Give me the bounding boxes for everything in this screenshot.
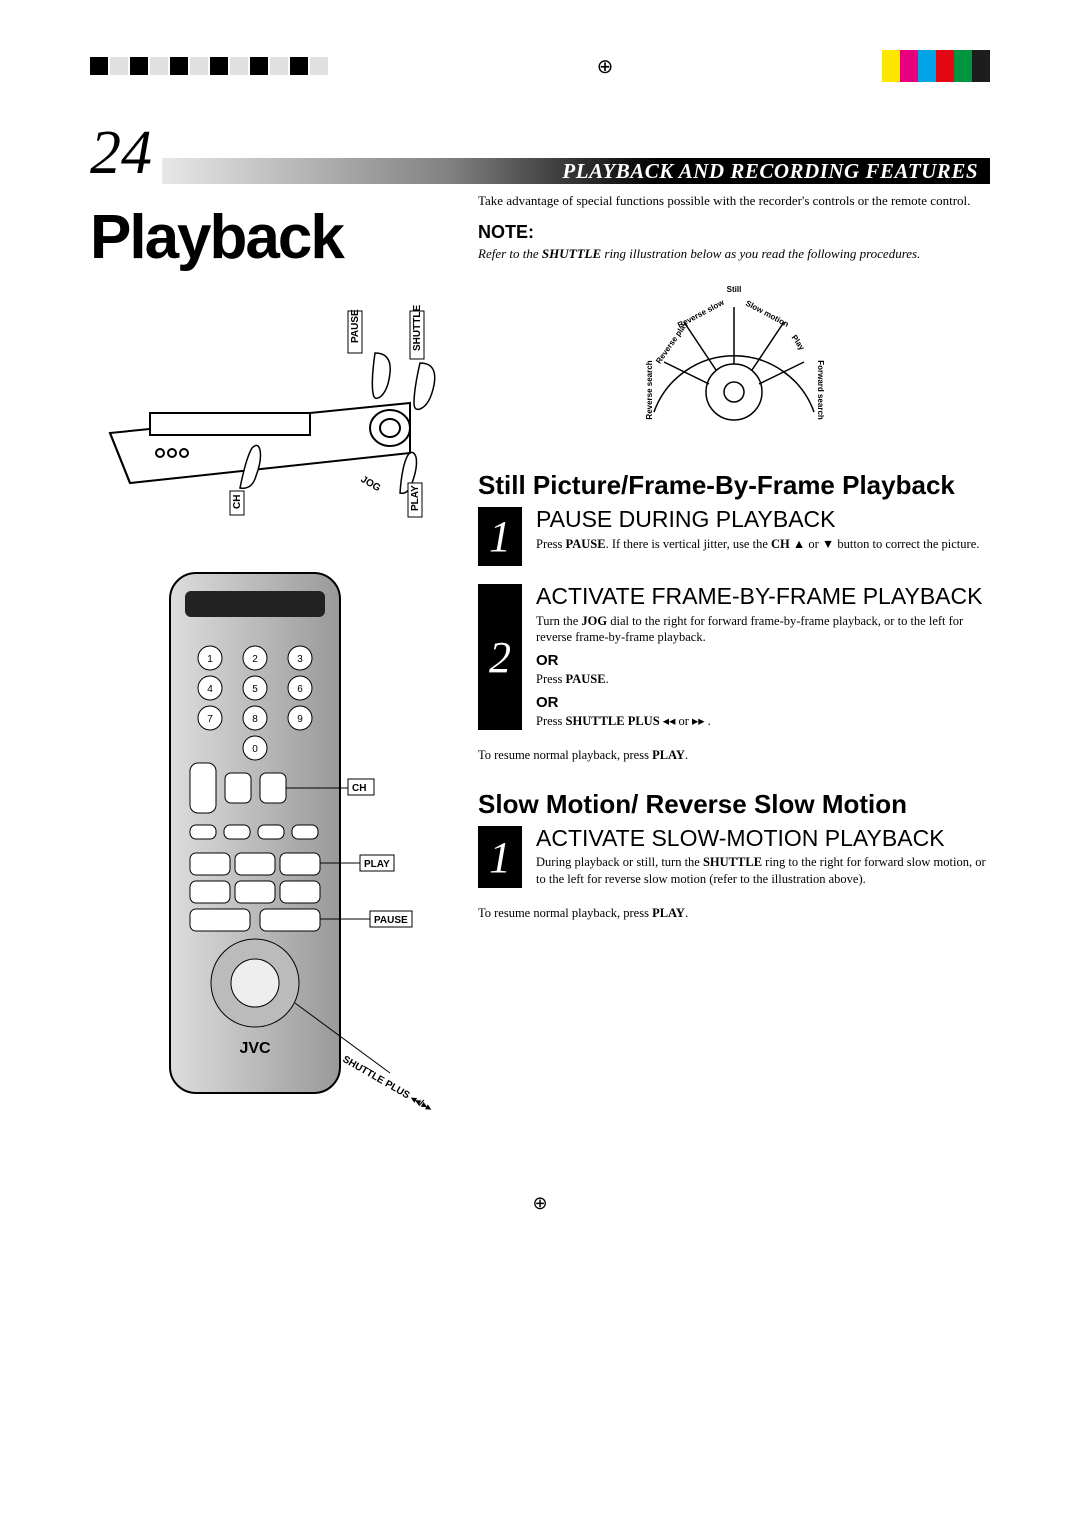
step-text: Press PAUSE. If there is vertical jitter… (536, 536, 990, 553)
remote-brand-label: JVC (239, 1040, 271, 1057)
vcr-label-play: PLAY (410, 485, 421, 511)
step-title: ACTIVATE FRAME-BY-FRAME PLAYBACK (536, 584, 990, 608)
step-title: PAUSE DURING PLAYBACK (536, 507, 990, 531)
shuttle-label-play: Play (790, 333, 807, 352)
svg-text:0: 0 (252, 744, 258, 755)
step-text-or2: Press SHUTTLE PLUS ◂◂ or ▸▸ . (536, 713, 990, 730)
step-1: 1 PAUSE DURING PLAYBACK Press PAUSE. If … (478, 507, 990, 566)
swatch (972, 50, 990, 82)
swatch (900, 50, 918, 82)
swatch (936, 50, 954, 82)
or-label: OR (536, 652, 990, 669)
registration-squares-left (90, 57, 328, 75)
remote-label-ch: CH (352, 783, 366, 794)
or-label: OR (536, 694, 990, 711)
print-marks-row: ⊕ (90, 50, 990, 82)
svg-text:6: 6 (297, 684, 303, 695)
svg-text:4: 4 (207, 684, 213, 695)
main-title: Playback (90, 202, 450, 273)
step-number: 1 (478, 507, 522, 566)
svg-text:8: 8 (252, 714, 258, 725)
svg-text:7: 7 (207, 714, 213, 725)
page-header: 24 PLAYBACK AND RECORDING FEATURES (90, 122, 990, 184)
remote-label-shuttleplus: SHUTTLE PLUS ◂◂/▸▸ (341, 1054, 435, 1115)
step-number: 2 (478, 584, 522, 730)
shuttle-label-slowmo: Slow motion (744, 299, 790, 329)
shuttle-label-revplay: Reverse play (654, 319, 690, 365)
resume-text-2: To resume normal playback, press PLAY. (478, 906, 990, 921)
remote-illustration: 1 2 3 4 5 6 7 8 9 0 (90, 563, 450, 1123)
swatch (882, 50, 900, 82)
registration-crosshair-bottom-icon: ⊕ (90, 1193, 990, 1214)
swatch (918, 50, 936, 82)
shuttle-label-revsearch: Reverse search (645, 360, 654, 419)
vcr-illustration: PAUSE SHUTTLE PLAY CH JOG (90, 293, 450, 523)
svg-text:1: 1 (207, 654, 213, 665)
remote-label-play: PLAY (364, 859, 390, 870)
shuttle-ring-diagram: Still Reverse slow Slow motion Reverse p… (624, 272, 844, 442)
step-2: 2 ACTIVATE FRAME-BY-FRAME PLAYBACK Turn … (478, 584, 990, 730)
step-number: 1 (478, 826, 522, 888)
shuttle-label-still: Still (727, 285, 742, 294)
shuttle-label-fwdsearch: Forward search (816, 360, 825, 420)
step-text-or1: Press PAUSE. (536, 671, 990, 688)
note-heading: NOTE: (478, 222, 990, 243)
header-title: PLAYBACK AND RECORDING FEATURES (562, 159, 978, 184)
section-heading-slowmo: Slow Motion/ Reverse Slow Motion (478, 791, 990, 818)
vcr-label-pause: PAUSE (350, 309, 361, 343)
swatch (954, 50, 972, 82)
svg-text:5: 5 (252, 684, 258, 695)
section-heading-still: Still Picture/Frame-By-Frame Playback (478, 472, 990, 499)
resume-text-1: To resume normal playback, press PLAY. (478, 748, 990, 763)
vcr-label-jog: JOG (359, 474, 383, 494)
intro-text: Take advantage of special functions poss… (478, 192, 990, 210)
step-text: During playback or still, turn the SHUTT… (536, 854, 990, 888)
svg-text:9: 9 (297, 714, 303, 725)
vcr-label-ch: CH (232, 495, 243, 509)
step-title: ACTIVATE SLOW-MOTION PLAYBACK (536, 826, 990, 850)
page-number: 24 (90, 122, 152, 184)
remote-label-pause: PAUSE (374, 915, 408, 926)
step-3: 1 ACTIVATE SLOW-MOTION PLAYBACK During p… (478, 826, 990, 888)
svg-text:3: 3 (297, 654, 303, 665)
vcr-label-shuttle: SHUTTLE (412, 305, 423, 351)
step-text: Turn the JOG dial to the right for forwa… (536, 613, 990, 647)
svg-text:2: 2 (252, 654, 258, 665)
header-rule: PLAYBACK AND RECORDING FEATURES (162, 158, 990, 184)
note-text: Refer to the SHUTTLE ring illustration b… (478, 245, 990, 263)
registration-crosshair-icon: ⊕ (597, 54, 614, 79)
color-swatch-strip (882, 50, 990, 82)
